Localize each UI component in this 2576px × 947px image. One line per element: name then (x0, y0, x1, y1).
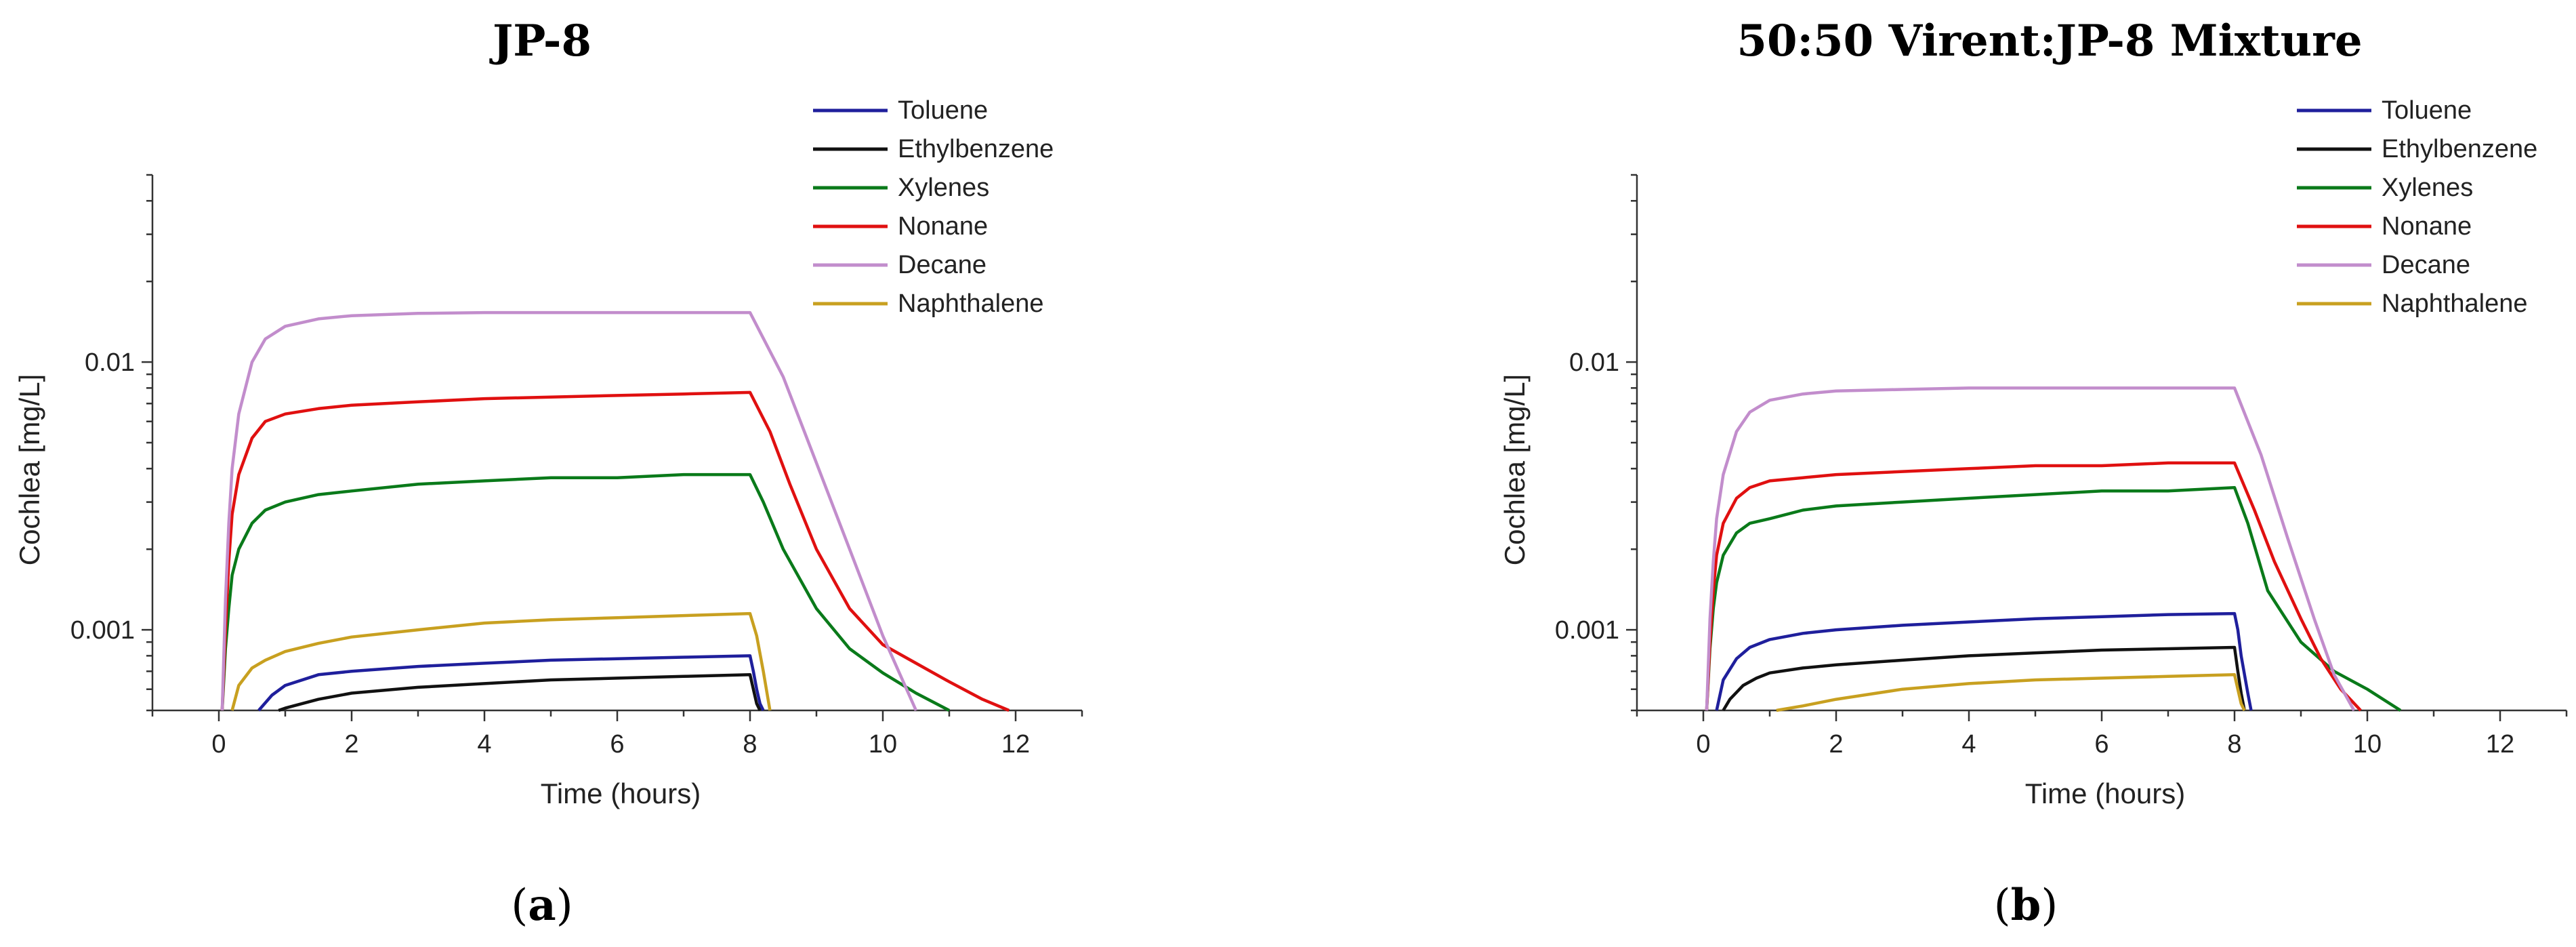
x-tick-label: 12 (2486, 730, 2514, 759)
chart-title: JP-8 (489, 16, 591, 66)
caption-close: ) (2041, 881, 2058, 931)
legend-label-xylenes: Xylenes (2382, 174, 2473, 202)
series-line-decane (220, 310, 918, 711)
caption-open: ( (1994, 881, 2011, 931)
legend-label-decane: Decane (2382, 251, 2470, 279)
legend-label-nonane: Nonane (898, 212, 988, 241)
x-tick-label: 4 (477, 730, 491, 759)
x-tick-label: 10 (2353, 730, 2382, 759)
x-tick-label: 8 (743, 730, 757, 759)
legend-label-decane: Decane (898, 251, 986, 279)
y-axis-label: Cochlea [mg/L] (14, 374, 45, 565)
x-tick-label: 8 (2227, 730, 2241, 759)
series-line-naphthalene (1776, 673, 2246, 712)
legend-label-nonane: Nonane (2382, 212, 2472, 241)
caption-open: ( (511, 881, 528, 931)
series-line-toluene (257, 654, 765, 712)
series-line-xylenes (220, 472, 951, 712)
panel-caption: (a) (511, 880, 573, 931)
legend-label-toluene: Toluene (2382, 96, 2472, 125)
series-line-toluene (1715, 611, 2253, 711)
caption-close: ) (556, 881, 573, 931)
chart-panel-a: JP-8 (a) 0 2 4 6 8 10 12 0.001 0.01 Time (hours) Coc… (14, 16, 1083, 931)
y-tick-label: 0.001 (1555, 616, 1619, 645)
caption-letter: b (2011, 880, 2041, 931)
chart-title: 50:50 Virent:JP-8 Mixture (1737, 16, 2362, 66)
legend-label-toluene: Toluene (898, 96, 988, 125)
legend-label-ethylbenzene: Ethylbenzene (898, 135, 1054, 163)
x-tick-label: 2 (1829, 730, 1843, 759)
x-tick-label: 0 (211, 730, 226, 759)
series-line-xylenes (1705, 485, 2402, 712)
legend-label-naphthalene: Naphthalene (898, 289, 1044, 318)
y-tick-label: 0.01 (85, 348, 135, 377)
x-axis-label: Time (hours) (541, 778, 701, 809)
series-line-decane (1705, 386, 2356, 712)
legend-label-ethylbenzene: Ethylbenzene (2382, 135, 2537, 163)
series-line-naphthalene (230, 611, 772, 711)
series-line-nonane (1705, 461, 2362, 712)
legend-label-xylenes: Xylenes (898, 174, 989, 202)
y-axis-label: Cochlea [mg/L] (1499, 374, 1531, 565)
panel-caption: (b) (1994, 880, 2058, 931)
series-line-ethylbenzene (278, 673, 762, 712)
legend-label-naphthalene: Naphthalene (2382, 289, 2528, 318)
x-tick-label: 2 (344, 730, 358, 759)
y-tick-label: 0.01 (1569, 348, 1619, 377)
x-tick-label: 6 (610, 730, 624, 759)
x-tick-label: 12 (1001, 730, 1030, 759)
chart-panel-b: 50:50 Virent:JP-8 Mixture (b) 0 2 4 6 8 10 12 0.0… (1499, 16, 2568, 931)
y-tick-label: 0.001 (70, 616, 135, 645)
x-tick-label: 4 (1961, 730, 1976, 759)
x-axis-label: Time (hours) (2025, 778, 2185, 809)
series-line-ethylbenzene (1722, 645, 2246, 712)
x-tick-label: 0 (1696, 730, 1710, 759)
x-tick-label: 6 (2094, 730, 2108, 759)
series-line-nonane (220, 390, 1010, 712)
caption-letter: a (528, 880, 556, 931)
x-tick-label: 10 (869, 730, 897, 759)
